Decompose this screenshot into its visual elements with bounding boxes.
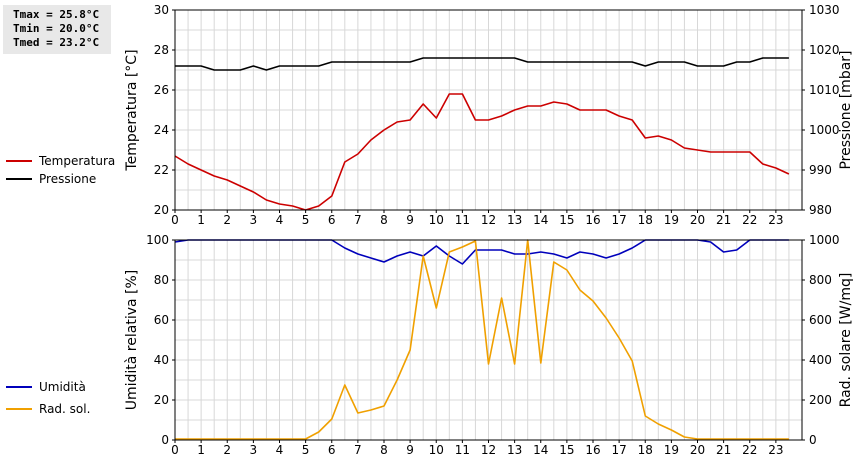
x-tick-label: 14 [533,213,548,227]
x-tick-label: 19 [664,443,679,457]
x-tick-label: 22 [742,213,757,227]
y-tick-label: 20 [154,393,169,407]
x-tick-label: 1 [197,213,205,227]
x-tick-label: 6 [328,443,336,457]
x-tick-label: 8 [380,443,388,457]
x-tick-label: 16 [585,213,600,227]
y-tick-label: 0 [161,433,169,447]
x-tick-label: 14 [533,443,548,457]
x-tick-label: 15 [559,213,574,227]
y-tick-label: 100 [146,233,169,247]
x-tick-label: 18 [638,443,653,457]
y-tick-label: 80 [154,273,169,287]
tmax-stat: Tmax = 25.8°C [13,8,100,21]
series-line-temperatura [174,93,790,211]
x-tick-label: 19 [664,213,679,227]
x-tick-label: 21 [716,443,731,457]
y2-tick-label: 1000 [809,233,840,247]
x-tick-label: 16 [585,443,600,457]
legend-swatch-pressione [6,178,32,180]
y-axis-label: Umidità relativa [%] [124,270,140,411]
legend-label-rad-sol: Rad. sol. [39,402,91,416]
x-tick-label: 20 [690,213,705,227]
x-tick-label: 0 [171,443,179,457]
x-tick-label: 13 [507,443,522,457]
x-tick-label: 13 [507,213,522,227]
x-tick-label: 1 [197,443,205,457]
x-tick-label: 22 [742,443,757,457]
x-tick-label: 15 [559,443,574,457]
y-tick-label: 26 [154,83,169,97]
legend-label-pressione: Pressione [39,172,97,186]
y2-tick-label: 200 [809,393,832,407]
legend-label-umidita: Umidità [39,380,86,394]
legend-item-umidita: Umidità [6,380,86,394]
x-tick-label: 4 [276,213,284,227]
y2-tick-label: 800 [809,273,832,287]
chart-panel-bottom: 0 1 2 3 4 5 6 7 8 9 10 11 12 13 14 15 16 17 18 19 20 21 22 2302… [124,233,854,457]
x-tick-label: 3 [250,443,258,457]
x-tick-label: 12 [481,443,496,457]
x-tick-label: 20 [690,443,705,457]
y2-tick-label: 0 [809,433,817,447]
y2-tick-label: 1010 [809,83,840,97]
y2-axis-label: Rad. solare [W/mq] [838,273,854,408]
stats-box: Tmax = 25.8°C Tmin = 20.0°C Tmed = 23.2°C [3,5,111,54]
legend-swatch-umidita [6,386,32,388]
x-tick-label: 9 [406,213,414,227]
x-tick-label: 12 [481,213,496,227]
y2-tick-label: 990 [809,163,832,177]
x-tick-label: 4 [276,443,284,457]
x-tick-label: 7 [354,213,362,227]
chart-panel-top: 0 1 2 3 4 5 6 7 8 9 10 11 12 13 14 15 16 17 18 19 20 21 22 2320… [124,3,854,227]
x-tick-label: 7 [354,443,362,457]
y2-axis-label: Pressione [mbar] [838,50,854,169]
y-tick-label: 20 [154,203,169,217]
x-tick-label: 17 [611,443,626,457]
y-tick-label: 60 [154,313,169,327]
y-tick-label: 28 [154,43,169,57]
x-tick-label: 17 [611,213,626,227]
legend-item-pressione: Pressione [6,172,96,186]
y-axis-label: Temperatura [°C] [124,49,140,171]
x-tick-label: 6 [328,213,336,227]
x-tick-label: 5 [302,213,310,227]
x-tick-label: 10 [429,213,444,227]
legend-item-rad-sol: Rad. sol. [6,402,90,416]
y-tick-label: 30 [154,3,169,17]
legend-swatch-rad-sol [6,408,32,410]
y2-tick-label: 400 [809,353,832,367]
y2-tick-label: 1020 [809,43,840,57]
x-tick-label: 2 [223,443,231,457]
x-tick-label: 0 [171,213,179,227]
y-tick-label: 24 [154,123,169,137]
legend-label-temperatura: Temperatura [39,154,116,168]
x-tick-label: 21 [716,213,731,227]
x-tick-label: 23 [768,443,783,457]
y2-tick-label: 1000 [809,123,840,137]
x-tick-label: 2 [223,213,231,227]
x-tick-label: 10 [429,443,444,457]
legend-item-temperatura: Temperatura [6,154,115,168]
y-tick-label: 40 [154,353,169,367]
legend-swatch-temperatura [6,160,32,162]
tmed-stat: Tmed = 23.2°C [13,36,100,49]
series-line-pressione [175,57,789,71]
y2-tick-label: 1030 [809,3,840,17]
x-tick-label: 5 [302,443,310,457]
x-tick-label: 9 [406,443,414,457]
y2-tick-label: 980 [809,203,832,217]
x-tick-label: 11 [455,443,470,457]
x-tick-label: 11 [455,213,470,227]
x-tick-label: 3 [250,213,258,227]
x-tick-label: 8 [380,213,388,227]
series-line-rad-sol [175,239,789,440]
tmin-stat: Tmin = 20.0°C [13,22,100,35]
x-tick-label: 23 [768,213,783,227]
y-tick-label: 22 [154,163,169,177]
x-tick-label: 18 [638,213,653,227]
y2-tick-label: 600 [809,313,832,327]
